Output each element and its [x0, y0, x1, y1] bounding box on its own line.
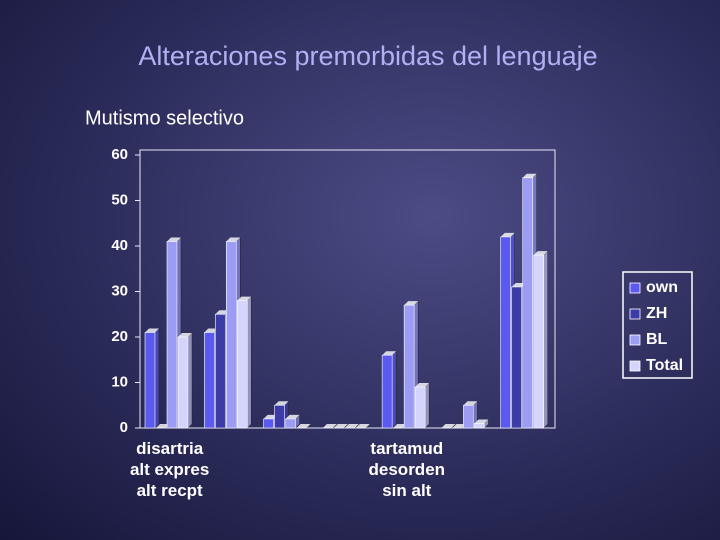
bar [344, 423, 360, 429]
x-tick-label: tartamud desorden sin alt [368, 439, 446, 500]
legend-swatch [629, 360, 641, 372]
bar [474, 418, 489, 429]
bar [414, 382, 430, 429]
bar-face [414, 386, 426, 429]
bar-face [393, 424, 408, 428]
bar-face [511, 286, 523, 429]
legend-label: Total [646, 357, 683, 374]
bar-face [474, 419, 489, 424]
bar [441, 423, 456, 429]
bar-face [285, 418, 296, 429]
bar-face [381, 354, 393, 429]
bar-face [204, 328, 219, 333]
chart-title: Alteraciones premorbidas del lenguaje [138, 41, 597, 71]
bar [296, 423, 311, 429]
bar-face [263, 418, 274, 429]
y-tick-label: 40 [111, 237, 128, 254]
legend-box [622, 271, 693, 379]
bar-face [247, 295, 252, 429]
bar-face [263, 414, 278, 419]
bar [144, 327, 160, 429]
bar [236, 295, 252, 429]
bar-face [145, 328, 159, 333]
bar-face [543, 250, 548, 429]
y-tick-label: 0 [120, 419, 128, 436]
bar-face [167, 237, 181, 242]
bar-face [404, 301, 419, 306]
bar-face [215, 310, 230, 315]
bar-face [403, 304, 415, 429]
y-tick-label: 10 [111, 373, 128, 390]
bar-face [144, 332, 156, 429]
bar-face [214, 313, 226, 429]
bar [333, 423, 349, 429]
bar-face [237, 296, 252, 301]
bar [177, 332, 193, 429]
chart-subtitle: Mutismo selectivo [85, 107, 244, 129]
bar [322, 423, 338, 429]
bar-face [511, 282, 526, 287]
bar-face [391, 350, 397, 429]
bar-face [274, 401, 289, 406]
bar-face [166, 241, 178, 429]
bar-face [178, 333, 192, 337]
legend-label: BL [646, 331, 668, 348]
x-tick-label: disartria alt expres alt recpt [129, 439, 210, 500]
bar-face [522, 173, 537, 178]
bar-face [154, 327, 160, 429]
plot-frame [139, 149, 556, 429]
y-tick-label: 60 [111, 146, 128, 163]
bar-face [533, 251, 548, 256]
bar [355, 423, 371, 429]
legend-label: own [646, 279, 678, 296]
bar-face [333, 424, 348, 428]
bar-face [463, 404, 474, 429]
legend-swatch [629, 282, 641, 294]
bar [285, 414, 300, 429]
bar-face [322, 424, 337, 428]
bar-face [344, 424, 359, 428]
bar-face [441, 424, 456, 428]
bar-face [177, 336, 189, 429]
legend-swatch [629, 334, 641, 346]
bar [381, 350, 397, 429]
bar-face [500, 236, 512, 429]
bar [463, 400, 478, 429]
bar-face [452, 424, 467, 428]
bar-face [474, 423, 485, 429]
bar-face [424, 382, 430, 429]
bar-face [500, 232, 515, 237]
bar [533, 250, 548, 429]
bar-face [382, 351, 397, 356]
bar-face [355, 424, 370, 428]
bar-face [533, 254, 545, 429]
bar-face [296, 424, 311, 428]
y-tick-label: 20 [111, 328, 128, 345]
legend-swatch [629, 308, 641, 320]
bar-face [225, 241, 237, 429]
bar-face [274, 404, 285, 429]
y-tick-label: 30 [111, 282, 128, 299]
bar-face [415, 383, 430, 388]
bar-face [156, 424, 170, 428]
bar-face [226, 237, 241, 242]
bar-face [522, 177, 534, 429]
legend-label: ZH [646, 305, 667, 322]
bar-face [463, 401, 478, 406]
bar-face [285, 414, 300, 419]
bar-face [203, 332, 215, 429]
bar-face [236, 300, 248, 429]
y-tick-label: 50 [111, 191, 128, 208]
bar-face [187, 332, 193, 429]
